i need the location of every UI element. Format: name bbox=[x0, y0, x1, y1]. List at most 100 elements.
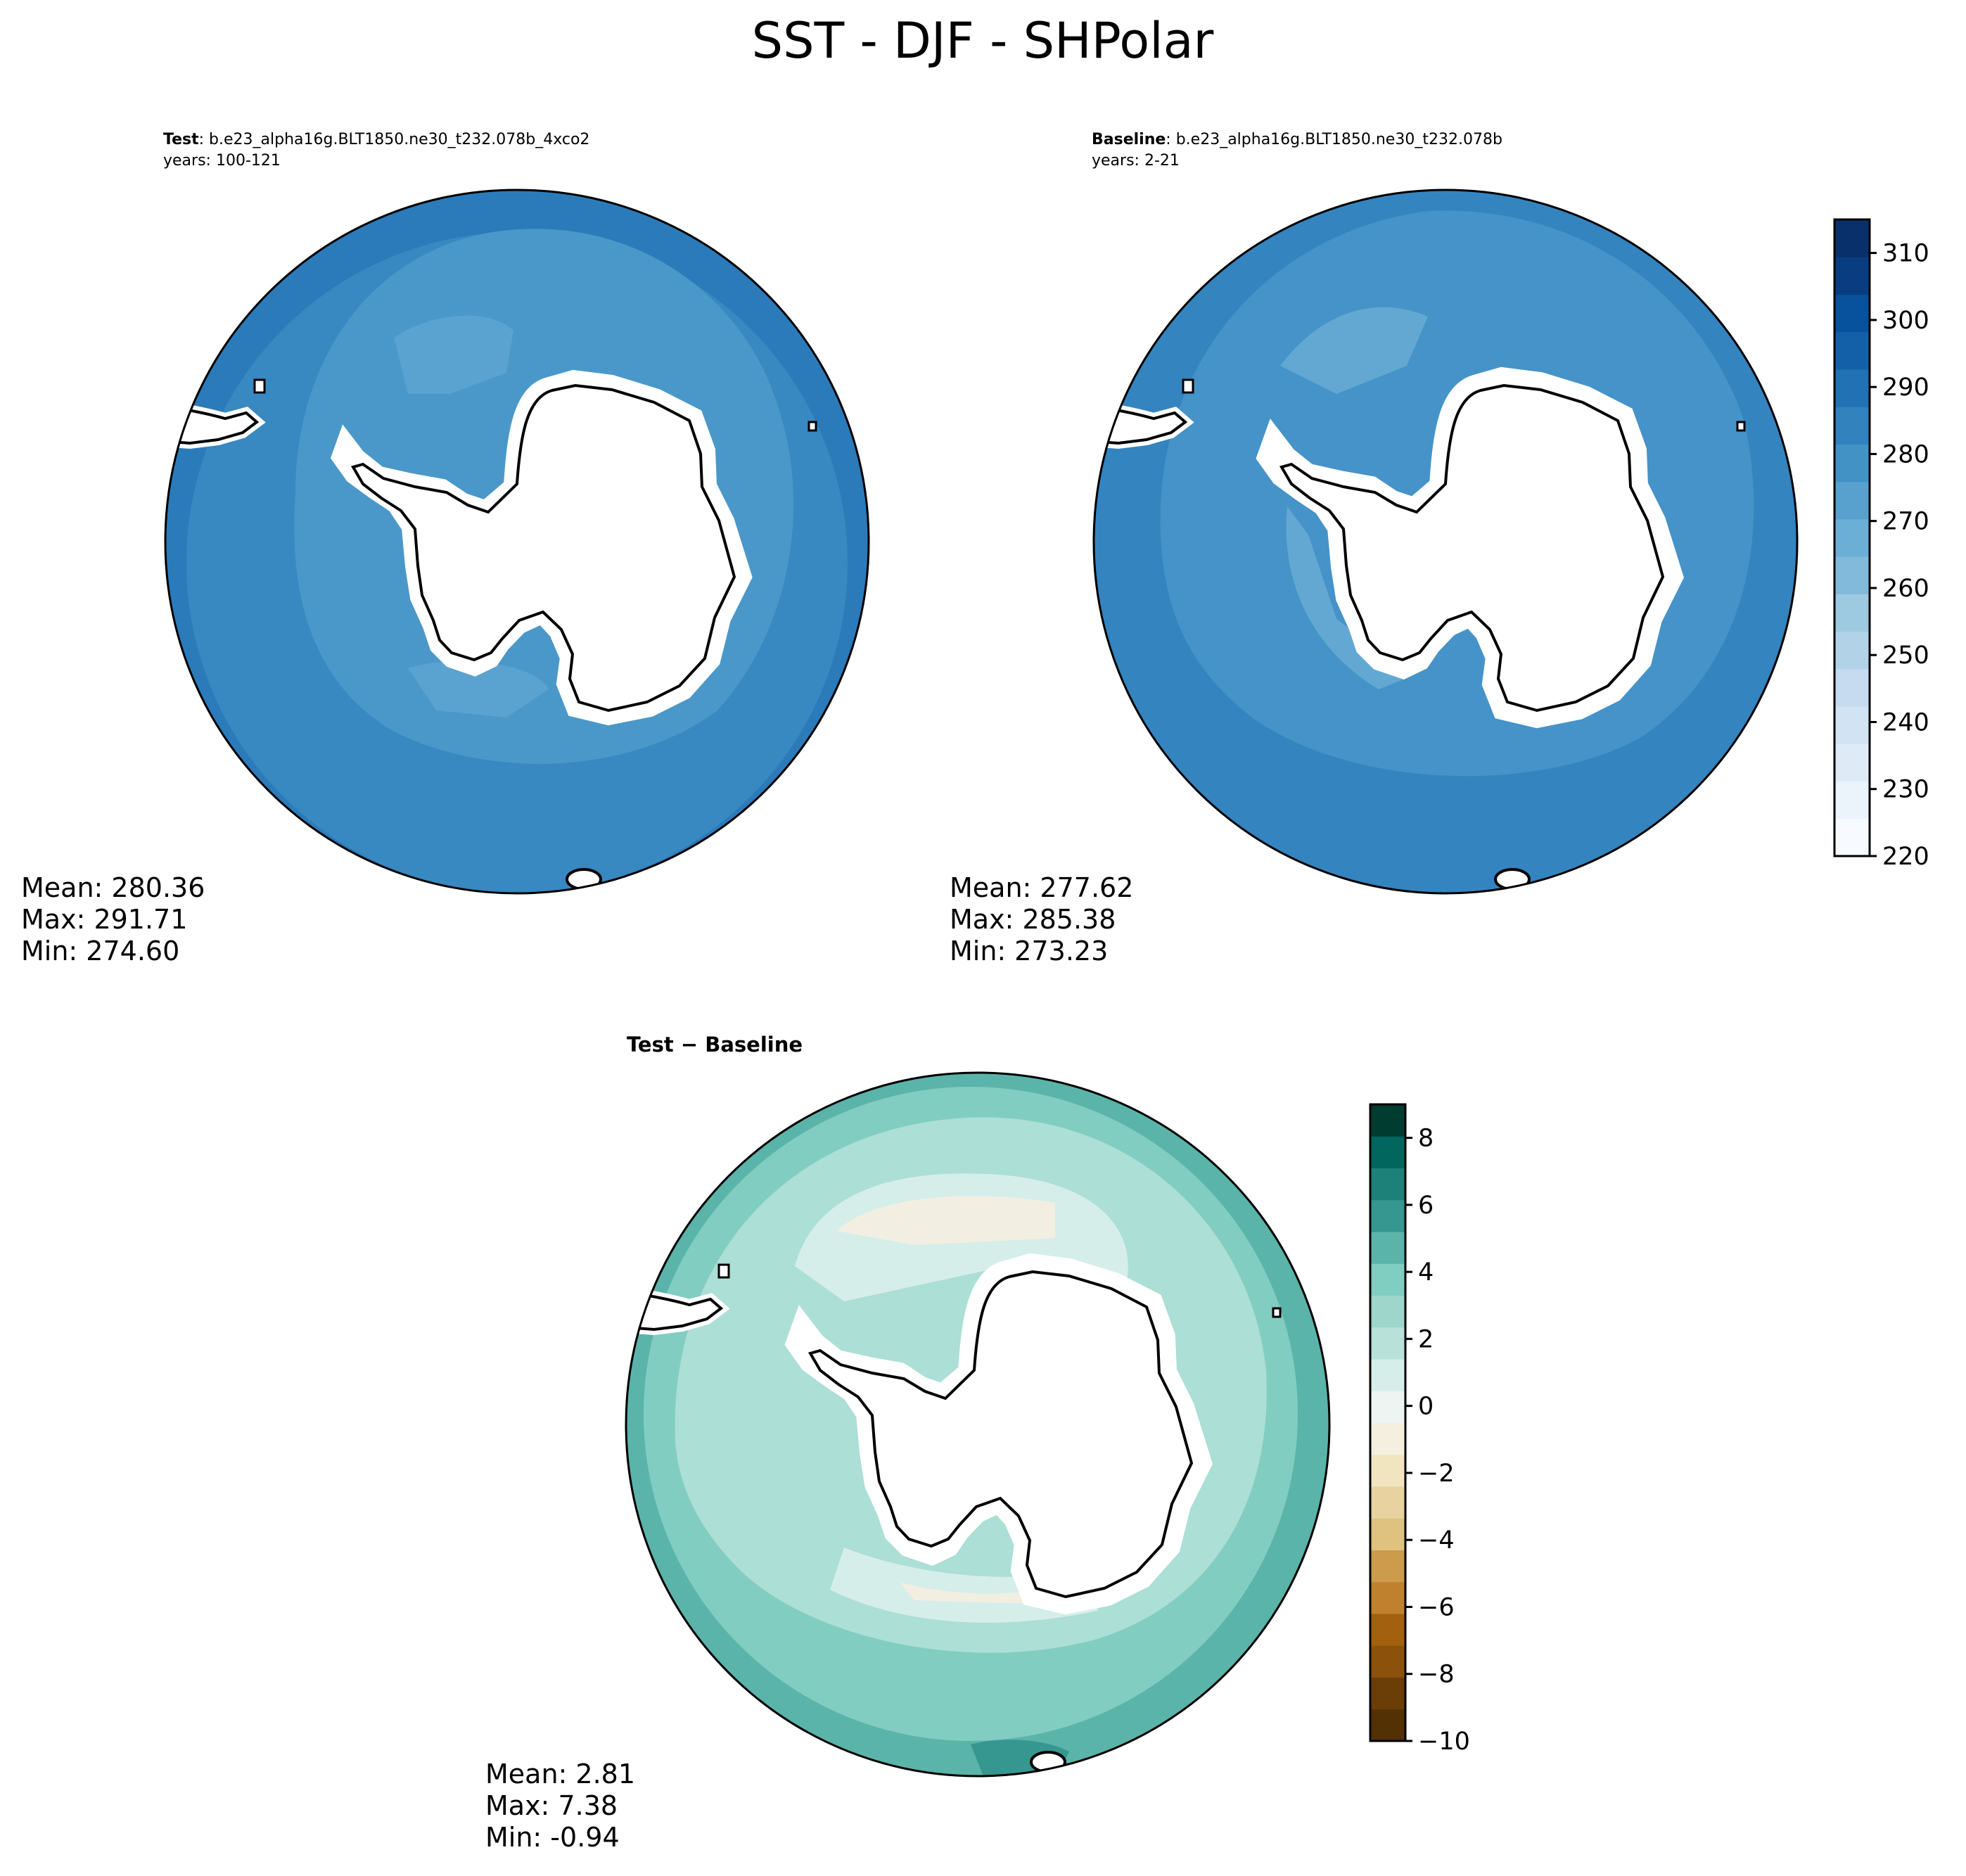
colorbar-diff-frame bbox=[1369, 1103, 1407, 1742]
colorbar-main: 220 230 240 250 260 270 280 290 300 310 bbox=[1833, 218, 1929, 871]
baseline-panel-header: Baseline: b.e23_alpha16g.BLT1850.ne30_t2… bbox=[1092, 131, 1502, 148]
baseline-panel: Baseline: b.e23_alpha16g.BLT1850.ne30_t2… bbox=[950, 131, 1799, 966]
colorbar-main-color-band bbox=[1834, 257, 1870, 295]
colorbar-diff-color-band bbox=[1370, 1232, 1405, 1264]
baseline-mean: Mean: 277.62 bbox=[950, 872, 1133, 903]
colorbar-diff-tick-label: 2 bbox=[1418, 1325, 1434, 1353]
colorbar-diff-color-band bbox=[1370, 1422, 1405, 1455]
colorbar-main-color-band bbox=[1834, 369, 1870, 407]
diff-neutral-band-north bbox=[837, 1196, 1055, 1245]
colorbar-diff-color-band bbox=[1370, 1295, 1405, 1328]
island-baseline-1 bbox=[1182, 378, 1194, 394]
colorbar-diff: −10 −8 −6 −4 −2 0 2 4 6 8 bbox=[1369, 1103, 1470, 1756]
colorbar-diff-tick-label: 0 bbox=[1418, 1393, 1434, 1421]
colorbar-diff-tick-label: −8 bbox=[1418, 1661, 1455, 1689]
island-diff-1 bbox=[717, 1263, 730, 1279]
colorbar-main-color-band bbox=[1834, 818, 1870, 857]
colorbar-main-color-band bbox=[1834, 407, 1870, 445]
colorbar-main-color-band bbox=[1834, 556, 1870, 594]
baseline-min: Min: 273.23 bbox=[950, 936, 1108, 966]
colorbar-diff-color-band bbox=[1370, 1614, 1405, 1646]
colorbar-main-frame bbox=[1833, 218, 1871, 857]
colorbar-diff-tick-label: −6 bbox=[1418, 1593, 1455, 1621]
island-test-2 bbox=[808, 421, 817, 432]
colorbar-diff-tick-label: 6 bbox=[1418, 1192, 1434, 1220]
baseline-ocean-patch bbox=[1280, 307, 1428, 394]
colorbar-main-color-band bbox=[1834, 481, 1870, 520]
colorbar-diff-color-band bbox=[1370, 1518, 1405, 1550]
colorbar-main-color-band bbox=[1834, 781, 1870, 819]
test-case-name: : b.e23_alpha16g.BLT1850.ne30_t232.078b_… bbox=[199, 131, 590, 148]
colorbar-diff-color-band bbox=[1370, 1486, 1405, 1519]
colorbar-main-tick-label: 270 bbox=[1882, 508, 1929, 536]
colorbar-diff-color-band bbox=[1370, 1709, 1405, 1742]
baseline-label: Baseline bbox=[1092, 131, 1166, 148]
diff-panel: Test − Baseline Mean: 2.81 bbox=[485, 1033, 1331, 1853]
colorbar-main-tick-label: 310 bbox=[1882, 240, 1929, 268]
colorbar-main-tick-label: 220 bbox=[1882, 843, 1929, 871]
test-mean: Mean: 280.36 bbox=[21, 872, 205, 903]
colorbar-main-tick-label: 230 bbox=[1882, 776, 1929, 804]
diff-mean: Mean: 2.81 bbox=[485, 1759, 635, 1789]
test-years: years: 100-121 bbox=[163, 152, 281, 170]
colorbar-diff-color-band bbox=[1370, 1645, 1405, 1678]
baseline-years: years: 2-21 bbox=[1092, 152, 1180, 170]
test-map bbox=[165, 190, 869, 893]
colorbar-main-tick-label: 290 bbox=[1882, 374, 1929, 402]
island-test-1 bbox=[253, 378, 266, 394]
colorbar-diff-color-band bbox=[1370, 1391, 1405, 1423]
colorbar-diff-color-band bbox=[1370, 1168, 1405, 1201]
colorbar-main-color-band bbox=[1834, 219, 1870, 257]
colorbar-diff-color-band bbox=[1370, 1581, 1405, 1614]
colorbar-diff-color-band bbox=[1370, 1136, 1405, 1168]
diff-map bbox=[626, 1073, 1329, 1776]
colorbar-main-color-band bbox=[1834, 744, 1870, 782]
colorbar-diff-color-band bbox=[1370, 1454, 1405, 1487]
baseline-max: Max: 285.38 bbox=[950, 904, 1116, 935]
colorbar-diff-color-band bbox=[1370, 1359, 1405, 1391]
colorbar-main-color-band bbox=[1834, 594, 1870, 632]
colorbar-main-color-band bbox=[1834, 631, 1870, 670]
test-ocean-patch bbox=[394, 315, 513, 394]
colorbar-main-color-band bbox=[1834, 444, 1870, 483]
colorbar-main-color-band bbox=[1834, 706, 1870, 744]
diff-map-boundary bbox=[625, 1071, 1331, 1778]
colorbar-diff-tick-label: −2 bbox=[1418, 1460, 1455, 1488]
colorbar-main-color-band bbox=[1834, 331, 1870, 370]
colorbar-diff-tick-label: 8 bbox=[1418, 1125, 1434, 1153]
diff-max: Max: 7.38 bbox=[485, 1790, 618, 1821]
baseline-case-name: : b.e23_alpha16g.BLT1850.ne30_t232.078b bbox=[1166, 131, 1502, 148]
diff-min: Min: -0.94 bbox=[485, 1822, 620, 1853]
figure-title: SST - DJF - SHPolar bbox=[752, 12, 1214, 70]
colorbar-main-tick-label: 260 bbox=[1882, 575, 1929, 603]
colorbar-main-color-band bbox=[1834, 518, 1870, 557]
island-baseline-2 bbox=[1736, 421, 1746, 432]
test-min: Min: 274.60 bbox=[21, 936, 179, 966]
test-ocean-patch-south bbox=[408, 661, 549, 717]
south-america-baseline bbox=[1094, 404, 1185, 443]
test-max: Max: 291.71 bbox=[21, 904, 187, 935]
baseline-map bbox=[1094, 190, 1797, 893]
colorbar-diff-tick-label: 4 bbox=[1418, 1258, 1434, 1287]
colorbar-main-color-band bbox=[1834, 668, 1870, 707]
colorbar-main-tick-label: 300 bbox=[1882, 307, 1929, 335]
diff-title: Test − Baseline bbox=[627, 1033, 803, 1057]
colorbar-main-tick-label: 280 bbox=[1882, 440, 1929, 468]
colorbar-diff-color-band bbox=[1370, 1199, 1405, 1232]
south-america-test bbox=[165, 404, 257, 443]
test-panel: Test: b.e23_alpha16g.BLT1850.ne30_t232.0… bbox=[21, 131, 870, 966]
colorbar-diff-tick-label: −4 bbox=[1418, 1526, 1455, 1555]
colorbar-diff-color-band bbox=[1370, 1327, 1405, 1360]
test-label: Test bbox=[163, 131, 199, 148]
south-america-diff bbox=[626, 1291, 721, 1329]
colorbar-diff-color-band bbox=[1370, 1677, 1405, 1710]
baseline-map-boundary bbox=[1092, 189, 1799, 895]
colorbar-main-tick-label: 240 bbox=[1882, 708, 1929, 736]
colorbar-diff-color-band bbox=[1370, 1104, 1405, 1137]
diff-neutral-band-south bbox=[900, 1583, 1055, 1604]
test-panel-header: Test: b.e23_alpha16g.BLT1850.ne30_t232.0… bbox=[163, 131, 589, 148]
colorbar-main-color-band bbox=[1834, 294, 1870, 333]
colorbar-diff-color-band bbox=[1370, 1550, 1405, 1583]
colorbar-main-tick-label: 250 bbox=[1882, 642, 1929, 670]
